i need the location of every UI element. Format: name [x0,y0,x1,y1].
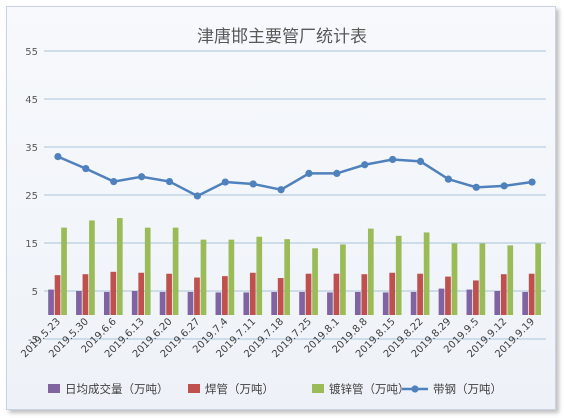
y-tick-label: 25 [25,191,38,202]
bar-3-2019.6.20 [172,227,179,315]
bar-3-2019.9.5 [479,243,486,315]
line-point-2019.9.12 [500,182,508,190]
bar-1-2019.7.4 [215,292,222,315]
legend-label: 焊管（万吨） [205,382,274,396]
bar-3-2019.7.11 [256,236,263,315]
y-tick-label: -5 [28,335,38,346]
y-tick-label: 45 [25,95,38,106]
chart-title: 津唐邯主要管厂统计表 [197,26,367,47]
line-point-2019.7.18 [277,186,285,194]
y-tick-label: 15 [25,239,38,250]
bar-3-2019.6.13 [144,227,151,315]
bar-1-2019.9.12 [494,291,501,315]
bar-1-2019.6.13 [131,291,138,315]
bar-2-2019.5.23 [54,275,61,315]
line-point-2019.8.29 [444,175,452,183]
line-point-2019.8.22 [416,157,425,165]
y-tick-label: 5 [32,287,38,298]
bar-3-2019.8.15 [395,235,402,315]
line-point-2019.5.30 [82,165,90,173]
bar-3-2019.8.1 [340,244,346,315]
bar-1-2019.9.19 [522,291,529,315]
bar-3-2019.8.8 [367,228,374,315]
bar-2-2019.6.27 [194,277,200,315]
bar-1-2019.8.15 [382,292,389,315]
bar-2-2019.7.25 [305,273,312,315]
bar-3-2019.5.23 [61,227,67,315]
legend-swatch [312,384,324,393]
bar-1-2019.7.25 [299,291,305,315]
bar-2-2019.7.11 [249,272,256,315]
bar-2-2019.8.1 [333,273,340,315]
line-point-2019.9.19 [528,178,536,186]
bar-1-2019.8.8 [354,291,361,315]
line-point-2019.6.27 [193,192,201,200]
bar-1-2019.8.22 [410,291,417,315]
y-tick-label: 35 [25,143,38,154]
legend-swatch-marker [411,385,419,393]
legend-swatch [188,384,200,393]
bar-3-2019.5.30 [89,220,95,315]
bar-3-2019.7.18 [284,239,291,315]
legend: 日均成交量（万吨） 焊管（万吨） 镀锌管（万吨） 带钢（万吨） [48,382,502,396]
line-point-2019.9.5 [472,183,480,191]
bar-1-2019.5.23 [48,289,54,315]
bar-1-2019.7.18 [271,291,278,315]
legend-label: 日均成交量（万吨） [65,382,169,396]
bar-2-2019.6.13 [138,272,145,315]
bar-2-2019.7.18 [277,278,284,315]
legend-label: 镀锌管（万吨） [329,382,410,396]
bar-3-2019.8.29 [451,243,458,315]
line-point-2019.8.1 [333,169,341,177]
bar-3-2019.7.4 [228,239,235,315]
bar-2-2019.6.20 [166,273,172,315]
line-point-2019.7.4 [221,178,229,186]
bar-1-2019.5.30 [76,291,82,315]
line-series [57,155,533,198]
bar-3-2019.6.27 [200,239,207,315]
bar-2-2019.8.15 [389,272,396,315]
bar-1-2019.6.27 [187,291,194,315]
bar-1-2019.6.6 [103,291,110,315]
bar-2-2019.9.5 [473,280,479,315]
line-point-2019.5.23 [54,153,62,161]
bar-3-2019.6.6 [116,218,123,315]
bar-2-2019.5.30 [82,274,89,315]
line-point-2019.6.6 [110,177,118,186]
bar-2-2019.8.8 [361,274,368,315]
legend-label: 带钢（万吨） [433,382,502,396]
bar-2-2019.6.6 [110,271,117,315]
bar-3-2019.7.25 [312,248,318,315]
y-tick-label: 55 [25,47,38,58]
bar-2-2019.7.4 [222,276,228,315]
bar-1-2019.9.5 [466,289,473,315]
bar-3-2019.9.19 [535,243,542,315]
chart-frame [6,6,556,410]
bar-2-2019.8.29 [445,276,451,315]
bar-1-2019.7.11 [243,292,250,315]
line-point-2019.8.8 [361,161,369,169]
bar-1-2019.8.1 [327,292,333,315]
legend-swatch [48,384,60,393]
bar-1-2019.6.20 [159,291,166,315]
line-point-2019.6.13 [138,173,146,181]
bar-2-2019.9.12 [500,274,507,315]
line-point-2019.7.25 [305,169,313,177]
bar-1-2019.8.29 [438,288,445,315]
bar-2-2019.8.22 [417,273,423,315]
bar-3-2019.8.22 [423,232,430,315]
line-point-2019.6.20 [165,177,174,186]
line-point-2019.8.15 [389,155,397,164]
line-point-2019.7.11 [249,180,257,188]
bar-3-2019.9.12 [507,245,514,315]
bar-2-2019.9.19 [528,273,535,315]
